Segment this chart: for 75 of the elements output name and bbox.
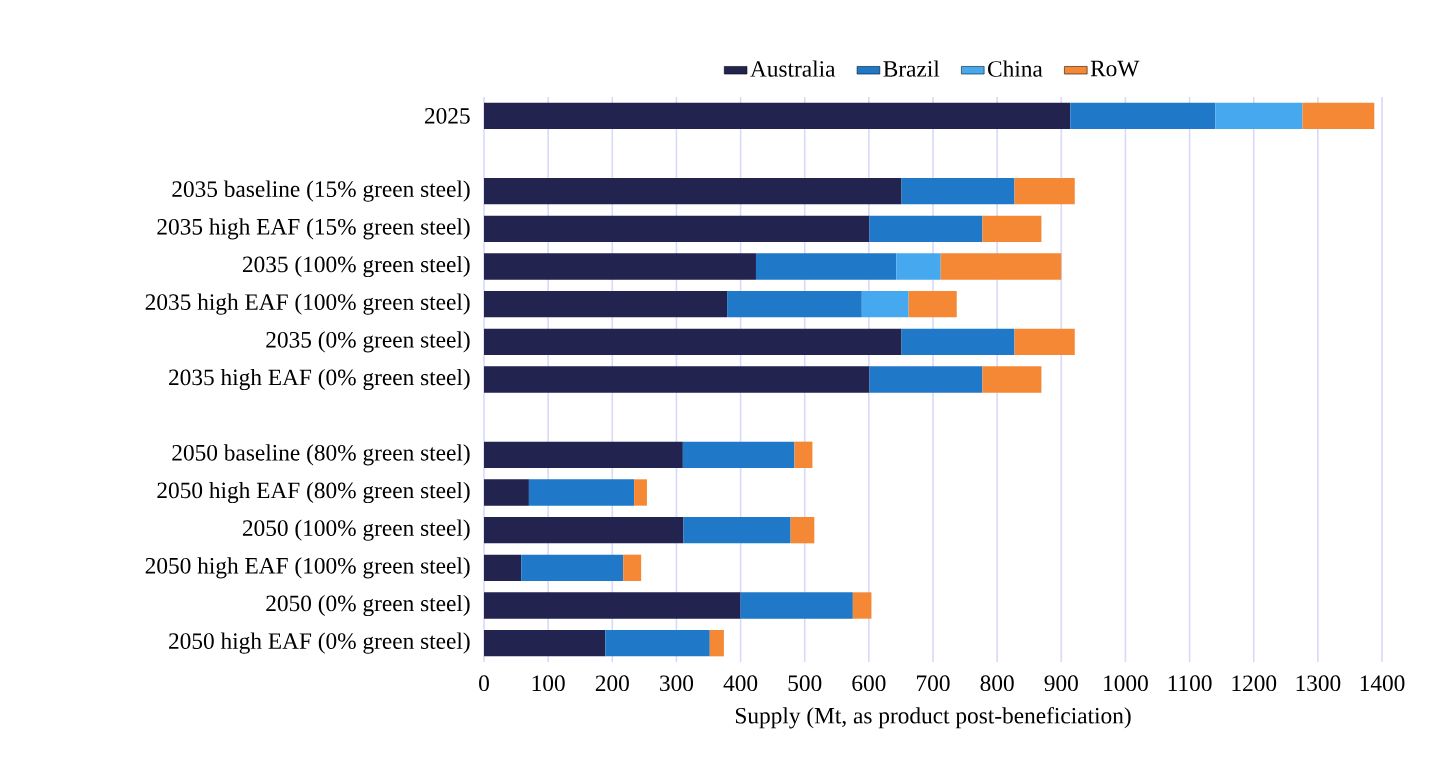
x-axis-title: Supply (Mt, as product post-beneficiation) <box>735 706 1131 729</box>
bar <box>484 629 606 657</box>
y-tick-label: 2035 high EAF (15% green steel) <box>157 218 470 240</box>
bar <box>869 366 983 393</box>
bar <box>623 554 642 582</box>
x-tick-label: 1100 <box>1168 675 1212 692</box>
bar <box>484 592 741 619</box>
bar <box>484 290 728 318</box>
bar <box>740 592 853 619</box>
bar <box>852 592 872 619</box>
bar <box>794 441 813 469</box>
legend-label: Brazil <box>883 60 940 77</box>
y-tick-label: 2050 high EAF (100% green steel) <box>145 557 470 579</box>
bar <box>682 441 795 469</box>
bar <box>484 366 870 393</box>
bar <box>790 516 815 544</box>
y-tick-label: 2050 baseline (80% green steel) <box>172 444 470 466</box>
x-tick-label: 800 <box>980 675 1014 692</box>
y-tick-label: 2035 baseline (15% green steel) <box>172 180 470 202</box>
y-tick-label: 2050 (100% green steel) <box>242 519 470 541</box>
y-tick-label: 2035 high EAF (100% green steel) <box>145 293 470 315</box>
bar <box>940 253 1062 280</box>
bar <box>861 290 909 318</box>
x-tick-label: 1000 <box>1104 675 1148 692</box>
y-tick-label: 2035 (0% green steel) <box>266 331 470 353</box>
y-tick-label: 2050 high EAF (80% green steel) <box>157 481 470 504</box>
bar <box>484 328 902 356</box>
x-tick-label: 100 <box>532 675 565 692</box>
x-tick-label: 0 <box>479 675 489 692</box>
bar <box>901 177 1015 205</box>
bar <box>605 629 710 657</box>
x-tick-label: 900 <box>1044 675 1078 692</box>
x-tick-label: 300 <box>660 675 694 692</box>
legend-label: China <box>988 60 1043 77</box>
bar <box>484 215 870 243</box>
bar <box>709 629 724 657</box>
bar <box>1014 177 1075 205</box>
bar <box>869 215 983 243</box>
bar <box>982 366 1042 393</box>
x-tick-label: 400 <box>723 675 758 692</box>
bar <box>528 479 635 506</box>
x-tick-label: 500 <box>788 675 822 692</box>
bar <box>484 177 902 205</box>
bar <box>484 554 522 582</box>
y-tick-label: 2050 (0% green steel) <box>266 594 470 617</box>
bar <box>1070 102 1216 130</box>
x-tick-label: 200 <box>595 675 629 692</box>
bar <box>982 215 1042 243</box>
bar <box>1014 328 1075 356</box>
x-tick-label: 1400 <box>1360 675 1405 692</box>
bar <box>484 102 1071 130</box>
bar <box>484 516 684 544</box>
y-tick-label: 2050 high EAF (0% green steel) <box>169 632 470 654</box>
legend-label: RoW <box>1090 60 1140 77</box>
bar <box>908 290 957 318</box>
legend-label: Australia <box>750 60 836 77</box>
bar <box>521 554 624 582</box>
x-tick-label: 600 <box>852 675 886 692</box>
bar <box>896 253 941 280</box>
bar <box>484 441 683 469</box>
x-tick-label: 700 <box>917 675 950 692</box>
bar <box>484 253 756 280</box>
bar <box>634 479 647 506</box>
y-tick-label: 2035 (100% green steel) <box>242 255 470 278</box>
x-tick-label: 1200 <box>1232 675 1277 692</box>
bar <box>727 290 862 318</box>
bar <box>755 253 897 280</box>
y-tick-label: 2035 high EAF (0% green steel) <box>169 368 470 391</box>
bar <box>683 516 791 544</box>
bar <box>1302 102 1375 130</box>
x-tick-label: 1300 <box>1296 675 1341 692</box>
bar <box>484 479 529 506</box>
bar <box>901 328 1015 356</box>
bar <box>1215 102 1303 130</box>
y-tick-label: 2025 <box>424 107 470 124</box>
